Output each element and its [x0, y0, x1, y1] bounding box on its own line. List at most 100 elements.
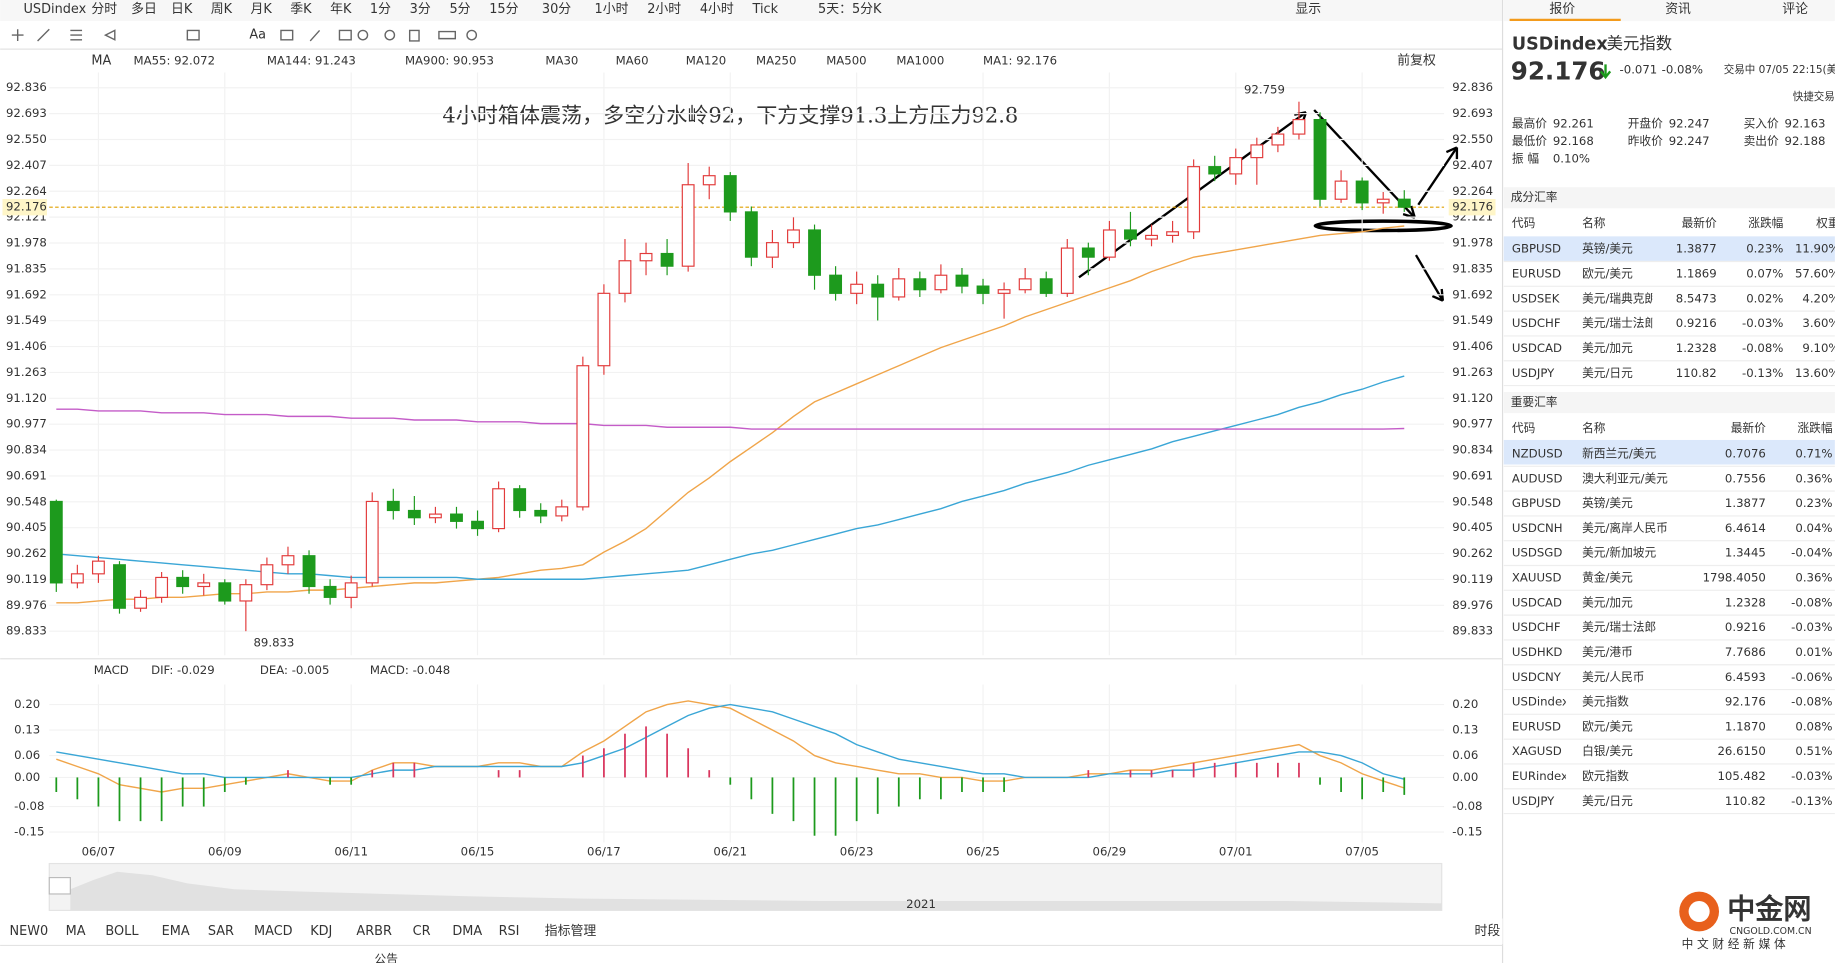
candle-body [1124, 229, 1137, 240]
table-cell[interactable]: USDCNH [1512, 521, 1563, 535]
symbol[interactable]: USDindex [24, 2, 87, 17]
table-cell[interactable]: EURindex [1512, 769, 1568, 783]
table-cell[interactable]: 美元/人民币 [1582, 670, 1644, 684]
period-tab[interactable]: 分时 [91, 2, 117, 17]
table-cell: -0.08% [1791, 695, 1832, 709]
indicator-tab[interactable]: EMA [162, 924, 190, 939]
period-tab[interactable]: 多日 [131, 2, 157, 17]
candle-body [176, 576, 190, 588]
table-cell[interactable]: USDHKD [1512, 645, 1562, 659]
period-tab[interactable]: 5天：5分K [818, 2, 882, 17]
quick-trade[interactable]: 快捷交易 [1793, 90, 1835, 103]
display-toggle[interactable]: 显示 [1295, 2, 1321, 17]
period-tab[interactable]: 2小时 [647, 2, 681, 17]
table-cell: -0.13% [1791, 794, 1832, 808]
period-tab[interactable]: 周K [211, 2, 233, 17]
table-cell[interactable]: EURUSD [1512, 267, 1561, 281]
period-tab[interactable]: 4小时 [700, 2, 734, 17]
restore-label[interactable]: 前复权 [1397, 52, 1436, 68]
table-cell[interactable]: 英镑/美元 [1582, 242, 1633, 256]
table-cell[interactable]: 欧元指数 [1582, 769, 1629, 783]
table-cell[interactable]: USDJPY [1512, 366, 1555, 380]
table-cell[interactable]: 美元/日元 [1582, 366, 1633, 380]
indicator-tab[interactable]: NEW0 [9, 924, 48, 939]
indicator-label[interactable]: MA [91, 53, 111, 68]
table-cell[interactable]: USDJPY [1512, 794, 1555, 808]
indicator-tab[interactable]: SAR [208, 924, 234, 939]
panel-tab[interactable]: 资讯 [1665, 2, 1691, 17]
indicator-tab[interactable]: RSI [499, 924, 520, 939]
period-tab[interactable]: 1分 [370, 2, 391, 17]
table-cell[interactable]: XAUUSD [1512, 571, 1562, 585]
table-cell[interactable]: 黄金/美元 [1582, 571, 1633, 585]
table-cell: 0.7076 [1725, 447, 1766, 461]
period-tab[interactable]: 15分 [489, 2, 518, 17]
table-cell[interactable]: USDCHF [1512, 316, 1561, 330]
navigator-handle[interactable] [48, 876, 71, 895]
y-tick-label: 90.834 [1452, 443, 1493, 457]
table-cell[interactable]: NZDUSD [1512, 447, 1563, 461]
support-ellipse [1313, 219, 1453, 233]
table-cell[interactable]: 美元指数 [1582, 695, 1629, 709]
sessions-tab[interactable]: 时段 [1474, 924, 1500, 939]
candle-body [576, 365, 590, 508]
table-cell[interactable]: 英镑/美元 [1582, 496, 1633, 510]
table-cell[interactable]: USDCAD [1512, 595, 1562, 609]
table-cell[interactable]: USDSGD [1512, 546, 1562, 560]
table-cell[interactable]: 美元/加元 [1582, 341, 1633, 355]
table-cell[interactable]: 美元/离岸人民币 [1582, 521, 1668, 535]
panel-tab[interactable]: 报价 [1549, 2, 1575, 17]
y-tick-label: 91.406 [1452, 339, 1493, 353]
arrow-head [1445, 146, 1459, 160]
table-cell[interactable]: 美元/瑞士法郎 [1582, 620, 1656, 634]
table-cell[interactable]: XAGUSD [1512, 744, 1562, 758]
table-cell[interactable]: 澳大利亚元/美元 [1582, 471, 1668, 485]
indicator-tab[interactable]: KDJ [310, 924, 332, 939]
table-cell[interactable]: USDindex [1512, 695, 1569, 709]
period-tab[interactable]: Tick [752, 2, 779, 17]
period-tab[interactable]: 5分 [449, 2, 470, 17]
y-tick-label: 91.263 [1452, 365, 1493, 379]
panel-tab[interactable]: 评论 [1782, 2, 1808, 17]
period-tab[interactable]: 年K [330, 2, 352, 17]
table-cell[interactable]: 欧元/美元 [1582, 719, 1633, 733]
table-cell[interactable]: GBPUSD [1512, 242, 1561, 256]
table-cell[interactable]: AUDUSD [1512, 471, 1563, 485]
last-price-tag [1448, 198, 1496, 216]
table-cell[interactable]: 欧元/美元 [1582, 267, 1633, 281]
table-cell[interactable]: EURUSD [1512, 719, 1561, 733]
draw-tools[interactable] [11, 28, 478, 42]
indicator-tab[interactable]: BOLL [105, 924, 139, 939]
table-cell[interactable]: 美元/日元 [1582, 794, 1633, 808]
table-cell[interactable]: 美元/港币 [1582, 645, 1633, 659]
candle-body [744, 211, 758, 258]
period-tab[interactable]: 季K [290, 2, 312, 17]
table-cell[interactable]: USDCNY [1512, 670, 1562, 684]
text-tool[interactable]: Aa [249, 28, 266, 43]
table-cell: 0.51% [1795, 744, 1832, 758]
table-cell[interactable]: 美元/瑞士法郎 [1582, 316, 1656, 330]
indicator-tab[interactable]: MACD [254, 924, 293, 939]
indicator-name[interactable]: MACD [94, 663, 129, 677]
period-tab[interactable]: 30分 [542, 2, 571, 17]
indicator-tab[interactable]: ARBR [356, 924, 392, 939]
table-cell[interactable]: 新西兰元/美元 [1582, 447, 1656, 461]
table-cell[interactable]: 美元/瑞典克朗 [1582, 291, 1656, 305]
table-cell[interactable]: USDCAD [1512, 341, 1562, 355]
table-cell[interactable]: 美元/加元 [1582, 595, 1633, 609]
stat-value: 92.188 [1785, 134, 1826, 148]
table-cell[interactable]: USDCHF [1512, 620, 1561, 634]
period-tab[interactable]: 日K [171, 2, 193, 17]
table-cell[interactable]: GBPUSD [1512, 496, 1561, 510]
indicator-tab[interactable]: MA [66, 924, 86, 939]
table-cell[interactable]: 美元/新加坡元 [1582, 546, 1656, 560]
period-tab[interactable]: 月K [251, 2, 273, 17]
indicator-tab[interactable]: DMA [452, 924, 482, 939]
period-tab[interactable]: 3分 [410, 2, 431, 17]
candle-body [218, 582, 232, 602]
period-tab[interactable]: 1小时 [595, 2, 629, 17]
indicator-tab[interactable]: 指标管理 [545, 924, 597, 939]
indicator-tab[interactable]: CR [413, 924, 431, 939]
table-cell[interactable]: USDSEK [1512, 291, 1560, 305]
table-cell[interactable]: 白银/美元 [1582, 744, 1633, 758]
